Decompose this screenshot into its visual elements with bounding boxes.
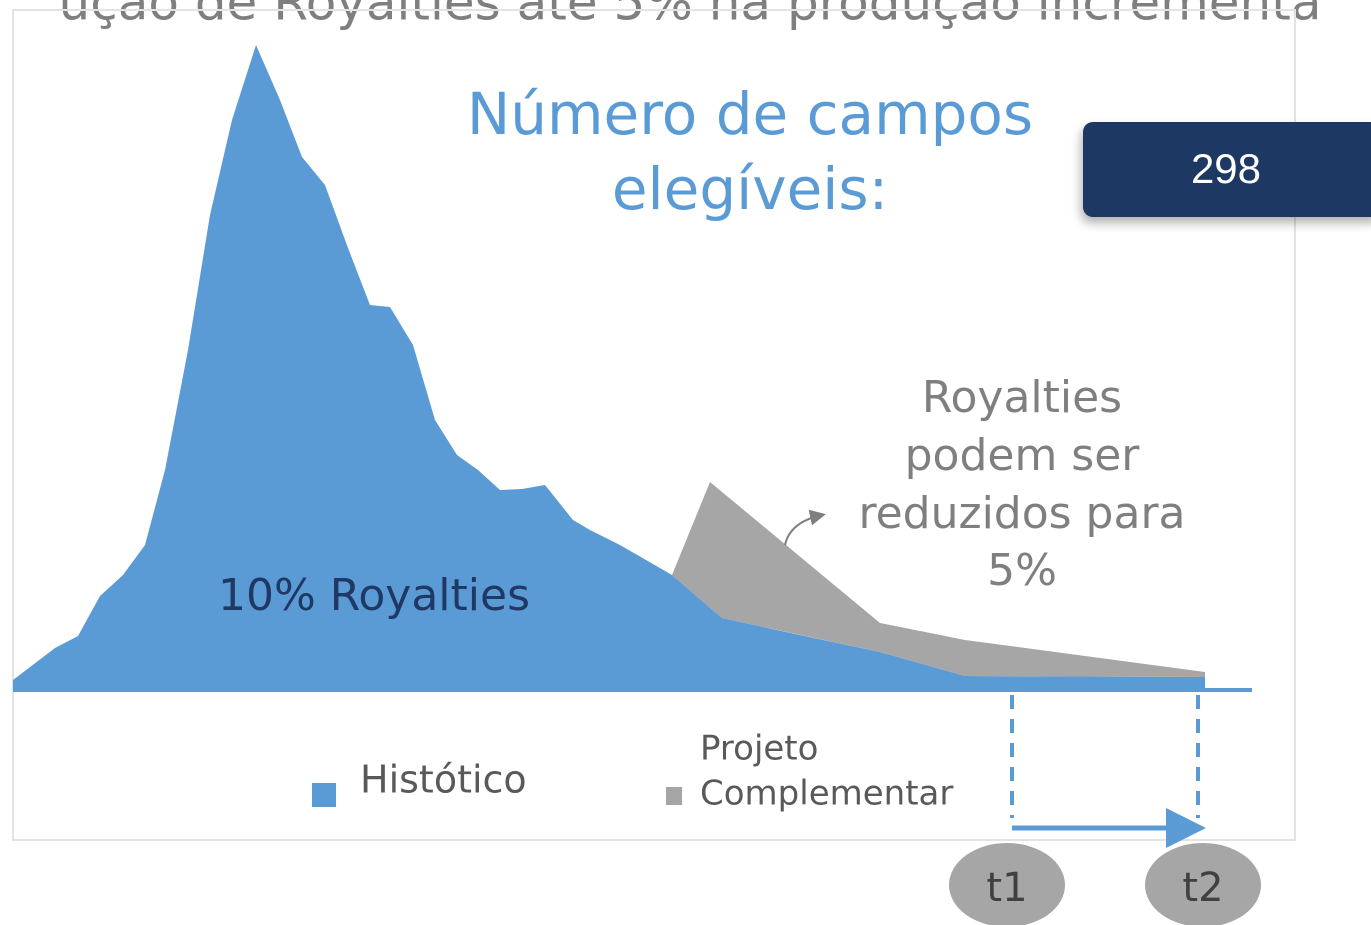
- marker-label: t1: [986, 865, 1027, 911]
- legend-label: Histótico: [360, 758, 527, 802]
- area-label: 10% Royalties: [218, 570, 530, 621]
- annotation: Royalties: [922, 372, 1122, 423]
- legend-swatch: [666, 787, 682, 805]
- legend-label: Complementar: [700, 774, 953, 814]
- marker-ellipse: [1145, 843, 1261, 925]
- pointer-arrow: [784, 509, 826, 546]
- marker-label: t2: [1182, 865, 1223, 911]
- marker-ellipse: [949, 843, 1065, 925]
- annotation: podem ser: [905, 430, 1141, 481]
- callout-title: elegíveis:: [612, 155, 888, 223]
- callout-value: 298: [1191, 145, 1261, 192]
- project-area: [672, 482, 1205, 677]
- value-box: [1083, 122, 1371, 217]
- chart-frame: [12, 9, 1296, 841]
- legend-label: Projeto: [700, 729, 818, 769]
- annotation: reduzidos para: [858, 488, 1185, 539]
- callout-title: Número de campos: [467, 80, 1033, 148]
- slide-title: ução de Royalties até 5% na produção inc…: [59, 0, 1322, 32]
- historic-area: [13, 45, 1205, 690]
- legend-swatch: [312, 783, 336, 807]
- annotation: 5%: [987, 545, 1057, 596]
